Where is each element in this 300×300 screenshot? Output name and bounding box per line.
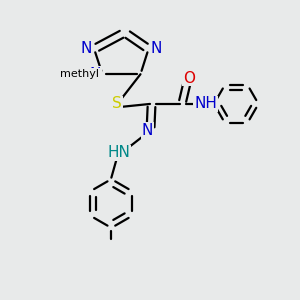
Text: N: N [89,67,101,82]
Text: HN: HN [107,146,130,160]
Text: O: O [183,70,195,86]
Text: NH: NH [194,96,217,111]
Text: N: N [80,41,92,56]
Text: S: S [112,96,122,111]
Text: N: N [150,41,162,56]
Text: methyl: methyl [60,69,99,79]
Text: N: N [142,123,153,138]
